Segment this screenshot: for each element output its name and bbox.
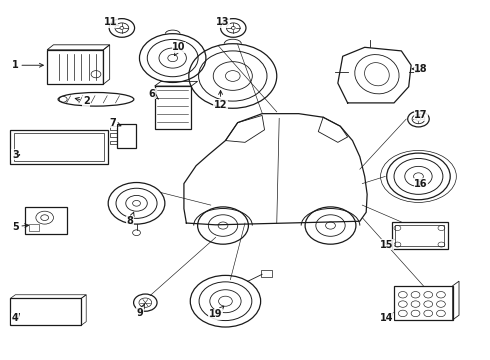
Text: 2: 2 (75, 96, 90, 106)
Bar (395, 225, 444, 246)
Bar (10, 298, 81, 325)
Text: 8: 8 (127, 212, 134, 226)
Text: 13: 13 (216, 17, 230, 27)
Text: 18: 18 (412, 64, 428, 74)
Text: 14: 14 (380, 313, 394, 323)
Bar (10, 130, 108, 164)
Text: 9: 9 (137, 305, 145, 318)
Text: 7: 7 (110, 118, 121, 128)
Text: 15: 15 (380, 239, 394, 249)
Bar (110, 126, 117, 130)
Text: 16: 16 (414, 179, 428, 189)
Bar (110, 134, 117, 137)
Text: 12: 12 (214, 91, 227, 110)
Text: 11: 11 (104, 17, 118, 27)
Bar (261, 270, 272, 277)
Bar (394, 286, 453, 320)
Text: 3: 3 (12, 150, 20, 160)
Text: 10: 10 (172, 42, 186, 55)
Bar (29, 225, 39, 231)
Bar (25, 207, 67, 234)
Bar (110, 140, 117, 144)
Text: 1: 1 (12, 60, 43, 70)
Text: 6: 6 (149, 89, 158, 99)
Text: 17: 17 (414, 111, 428, 121)
Bar (117, 125, 136, 148)
Text: 4: 4 (12, 313, 20, 323)
Text: 19: 19 (209, 306, 224, 319)
Text: 5: 5 (12, 222, 29, 231)
Bar (392, 222, 448, 249)
Bar (14, 133, 104, 161)
